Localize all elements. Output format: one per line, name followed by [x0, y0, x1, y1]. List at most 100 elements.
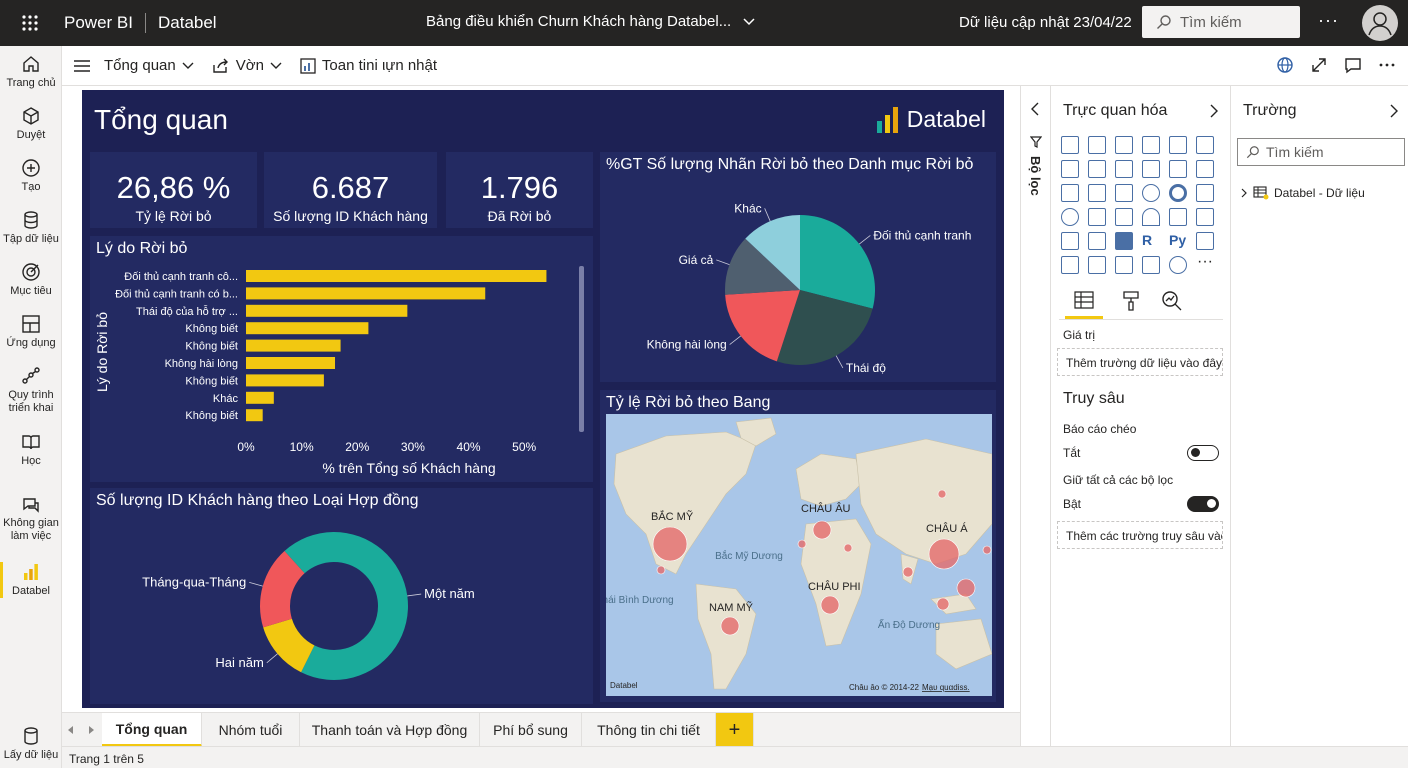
tab-payment-contract[interactable]: Thanh toán và Hợp đồng — [300, 713, 480, 747]
fields-search-box[interactable]: Tìm kiếm — [1237, 138, 1405, 166]
world-map[interactable]: BẮC MỸ CHÂU ÂU CHÂU Á NAM MỸ CHÂU PHI Bắ… — [606, 414, 992, 696]
area-chart-icon[interactable] — [1088, 160, 1106, 178]
churn-category-pie-chart[interactable]: %GT Số lượng Nhãn Rời bỏ theo Danh mục R… — [600, 152, 996, 382]
smart-narrative-icon[interactable] — [1115, 256, 1133, 274]
page-dropdown[interactable]: Tổng quan — [104, 57, 194, 74]
drill-through-drop-zone[interactable]: Thêm các trường truy sâu vào đây — [1057, 521, 1223, 549]
avatar[interactable] — [1362, 5, 1398, 41]
analytics-magnifier-icon[interactable] — [1161, 290, 1183, 312]
treemap-icon[interactable] — [1196, 184, 1214, 202]
funnel-icon[interactable] — [1088, 184, 1106, 202]
expand-icon[interactable] — [1310, 56, 1328, 74]
multi-row-card-icon[interactable] — [1196, 208, 1214, 226]
tab-overview[interactable]: Tổng quan — [102, 713, 202, 747]
nav-goals[interactable]: Mục tiêu — [0, 262, 62, 298]
r-visual-icon[interactable]: R — [1142, 232, 1153, 248]
nav-databel-report[interactable]: Databel — [0, 562, 62, 598]
arcgis-icon[interactable] — [1169, 256, 1187, 274]
nav-browse[interactable]: Duyệt — [0, 106, 62, 142]
line-clustered-icon[interactable] — [1169, 160, 1187, 178]
keep-filters-toggle[interactable] — [1187, 496, 1219, 512]
churn-by-state-map[interactable]: Tỷ lệ Rời bỏ theo Bang — [600, 390, 996, 702]
search-placeholder: Tìm kiếm — [1180, 13, 1242, 31]
map-icon[interactable] — [1061, 208, 1079, 226]
export-dropdown[interactable]: Vờn — [212, 57, 282, 74]
slicer-icon[interactable] — [1088, 232, 1106, 250]
decomposition-tree-icon[interactable] — [1061, 256, 1079, 274]
scatter-icon[interactable] — [1115, 184, 1133, 202]
donut-icon[interactable] — [1169, 184, 1187, 202]
create-icon — [22, 159, 40, 177]
more-icon[interactable] — [1378, 56, 1396, 74]
more-visuals-icon[interactable]: ··· — [1197, 253, 1213, 270]
report-title-dropdown[interactable]: Bảng điều khiển Churn Khách hàng Databel… — [426, 13, 755, 30]
tabs-scroll-right-icon[interactable] — [88, 726, 94, 734]
fullscreen-button[interactable]: Toan tini ιựn nhật — [300, 57, 437, 74]
line-column-icon[interactable] — [1142, 160, 1160, 178]
canvas-area: Tổng quan Databel 26,86 % Tỷ lệ Rời bỏ 6… — [62, 86, 1020, 712]
chevron-left-icon[interactable] — [1030, 102, 1040, 116]
comment-icon[interactable] — [1344, 56, 1362, 74]
fields-well-icon[interactable] — [1073, 290, 1095, 310]
paginated-icon[interactable] — [1142, 256, 1160, 274]
waterfall-icon[interactable] — [1061, 184, 1079, 202]
kpi-card-churn-rate[interactable]: 26,86 % Tỷ lệ Rời bỏ — [90, 152, 257, 228]
stacked-area-icon[interactable] — [1115, 160, 1133, 178]
nav-workspaces[interactable]: Không gian làm việc — [0, 494, 62, 543]
field-table-item[interactable]: Databel - Dữ liệu — [1241, 186, 1365, 200]
nav-create[interactable]: Tạo — [0, 158, 62, 194]
table-icon[interactable] — [1115, 232, 1133, 250]
nav-home[interactable]: Trang chủ — [0, 54, 62, 90]
export-icon — [213, 58, 228, 73]
card-icon[interactable] — [1169, 208, 1187, 226]
python-visual-icon[interactable]: Py — [1169, 232, 1187, 248]
shape-map-icon[interactable] — [1115, 208, 1133, 226]
nav-apps[interactable]: Ứng dụng — [0, 314, 62, 350]
clustered-column-icon[interactable] — [1142, 136, 1160, 154]
contract-type-donut-chart[interactable]: Số lượng ID Khách hàng theo Loại Hợp đồn… — [90, 488, 593, 704]
chevron-right-icon[interactable] — [1389, 104, 1399, 118]
tabs-scroll-left-icon[interactable] — [68, 726, 74, 734]
world-map-svg: BẮC MỸ CHÂU ÂU CHÂU Á NAM MỸ CHÂU PHI Bắ… — [606, 417, 992, 692]
clustered-bar-icon[interactable] — [1115, 136, 1133, 154]
hamburger-menu-icon[interactable] — [74, 59, 90, 73]
chevron-right-icon[interactable] — [1209, 104, 1219, 118]
ribbon-chart-icon[interactable] — [1196, 160, 1214, 178]
format-paintbrush-icon[interactable] — [1121, 290, 1141, 312]
cross-report-label: Báo cáo chéo — [1063, 422, 1137, 436]
keep-filters-state: Bật — [1063, 497, 1082, 511]
stacked-bar-icon[interactable] — [1061, 136, 1079, 154]
churn-reason-bar-chart[interactable]: Lý do Rời bỏ Đối thủ cạnh tranh cô... Đối… — [90, 236, 593, 482]
tab-extra-fees[interactable]: Phí bổ sung — [480, 713, 582, 747]
key-influencers-icon[interactable] — [1196, 232, 1214, 250]
workspace-name[interactable]: Databel — [157, 13, 217, 32]
category-label: Không hài lòng — [165, 358, 238, 370]
cross-report-toggle[interactable] — [1187, 445, 1219, 461]
100-column-icon[interactable] — [1196, 136, 1214, 154]
nav-datasets[interactable]: Tập dữ liệu — [0, 210, 62, 246]
pie-icon[interactable] — [1142, 184, 1160, 202]
kpi-card-churned[interactable]: 1.796 Đã Rời bỏ — [446, 152, 593, 228]
100-bar-icon[interactable] — [1169, 136, 1187, 154]
asia-landmass — [855, 438, 992, 565]
app-name[interactable]: Power BI — [64, 13, 133, 32]
filters-collapsed-pane[interactable]: Bộ lọc — [1020, 86, 1050, 746]
filled-map-icon[interactable] — [1088, 208, 1106, 226]
tab-details[interactable]: Thông tin chi tiết — [582, 713, 716, 747]
kpi-card-customer-count[interactable]: 6.687 Số lượng ID Khách hàng — [264, 152, 437, 228]
globe-icon[interactable] — [1276, 56, 1294, 74]
gauge-icon[interactable] — [1142, 208, 1160, 226]
app-launcher-icon[interactable] — [0, 0, 60, 46]
nav-get-data[interactable]: Lấy dữ liệu — [0, 726, 62, 762]
kpi-icon[interactable] — [1061, 232, 1079, 250]
qa-icon[interactable] — [1088, 256, 1106, 274]
values-drop-zone[interactable]: Thêm trường dữ liệu vào đây — [1057, 348, 1223, 376]
line-chart-icon[interactable] — [1061, 160, 1079, 178]
search-box[interactable]: Tìm kiếm — [1142, 6, 1300, 38]
more-options-button[interactable]: ··· — [1318, 10, 1339, 30]
nav-learn[interactable]: Học — [0, 432, 62, 468]
stacked-column-icon[interactable] — [1088, 136, 1106, 154]
nav-deployment-pipelines[interactable]: Quy trình triển khai — [0, 366, 62, 415]
tab-age-group[interactable]: Nhóm tuổi — [202, 713, 300, 747]
add-page-button[interactable]: + — [716, 713, 754, 747]
